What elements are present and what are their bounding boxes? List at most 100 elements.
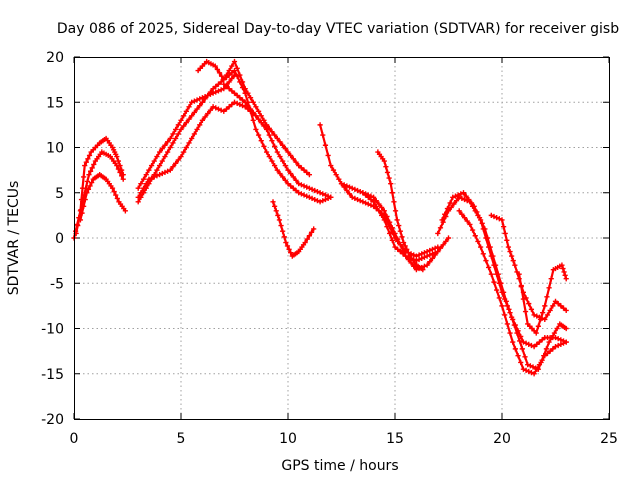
data-point-dense [181, 113, 187, 119]
data-point-dense [194, 97, 200, 103]
series-track-4 [135, 72, 238, 191]
data-point [264, 122, 270, 128]
data-point-dense [459, 195, 465, 202]
data-point-dense [247, 108, 254, 114]
data-point [516, 271, 522, 277]
data-point-dense [162, 169, 168, 175]
data-point-dense [304, 184, 310, 190]
data-point-dense [91, 161, 97, 168]
data-point [199, 95, 205, 101]
data-point-dense [314, 189, 321, 195]
data-point-dense [386, 175, 392, 181]
data-point-dense [162, 142, 168, 148]
data-point-dense [341, 182, 347, 188]
data-point [328, 194, 334, 200]
data-point [381, 217, 387, 223]
data-point [413, 267, 419, 273]
data-point-dense [154, 167, 160, 173]
data-point-dense [229, 101, 235, 108]
series-track-line [137, 101, 257, 199]
data-point-dense [273, 208, 279, 214]
data-point [210, 86, 216, 92]
data-point [317, 199, 323, 205]
y-tick-label: 5 [55, 186, 64, 202]
data-point-dense [352, 195, 358, 202]
data-point [157, 149, 163, 155]
data-point-dense [314, 198, 321, 204]
data-point-dense [389, 190, 395, 196]
data-point-dense [322, 192, 329, 198]
data-point-dense [309, 186, 315, 192]
data-point-dense [258, 138, 264, 144]
data-point-dense [534, 366, 540, 372]
x-tick-label: 15 [386, 431, 404, 447]
data-point-dense [269, 129, 275, 135]
data-point-dense [440, 242, 446, 248]
data-point-dense [237, 101, 243, 108]
data-point-dense [290, 174, 296, 180]
data-point [505, 244, 512, 250]
data-point-dense [266, 153, 272, 160]
data-point [317, 122, 323, 128]
data-point-dense [544, 350, 551, 356]
data-point [242, 90, 248, 96]
data-point [157, 163, 163, 169]
data-point [512, 262, 518, 268]
x-tick-label: 25 [600, 431, 618, 447]
series-track-17 [456, 208, 569, 377]
data-point-dense [509, 314, 515, 320]
data-point-dense [239, 97, 246, 103]
y-tick-label: -15 [41, 367, 64, 383]
data-point-dense [86, 152, 93, 159]
data-point [542, 353, 548, 359]
data-point-dense [250, 117, 256, 123]
data-point-dense [459, 211, 465, 217]
data-point-dense [183, 108, 189, 114]
data-point-dense [218, 79, 224, 85]
series-track-9 [242, 90, 334, 205]
data-point-dense [448, 204, 454, 211]
data-point [264, 126, 270, 132]
data-point [210, 104, 216, 110]
data-point-dense [207, 89, 214, 95]
data-point-dense [528, 370, 535, 376]
data-point-dense [519, 346, 525, 352]
data-point-dense [282, 163, 288, 169]
data-point-dense [140, 185, 147, 191]
data-point-dense [537, 316, 544, 323]
data-point-dense [159, 146, 165, 152]
data-point-dense [429, 255, 436, 261]
data-point-dense [207, 107, 214, 113]
data-point-dense [288, 170, 294, 177]
y-tick-label: -20 [41, 412, 64, 428]
data-point [424, 262, 430, 268]
data-point-dense [258, 120, 264, 126]
data-point-dense [352, 186, 358, 192]
data-point-dense [357, 198, 363, 204]
y-tick-label: 20 [46, 50, 64, 66]
data-point-dense [379, 212, 385, 218]
data-point-dense [288, 152, 294, 159]
data-point [157, 172, 163, 178]
data-point-dense [175, 157, 181, 163]
data-point-dense [527, 363, 533, 369]
data-point [371, 199, 377, 205]
data-point-dense [202, 114, 208, 120]
y-axis-label: SDTVAR / TECUs [6, 181, 22, 296]
series-track-line [137, 73, 236, 190]
y-tick-label: -10 [41, 322, 64, 338]
data-point [424, 248, 430, 255]
data-point-dense [85, 186, 92, 192]
data-point-dense [194, 106, 200, 112]
data-point-dense [442, 211, 448, 217]
data-point [445, 235, 452, 241]
data-point-dense [391, 199, 397, 205]
data-point-dense [261, 143, 267, 149]
data-point [77, 217, 84, 223]
data-point [420, 267, 426, 273]
data-point-dense [312, 196, 318, 203]
data-point [413, 253, 419, 259]
data-point [242, 86, 248, 92]
data-point [135, 194, 141, 200]
data-point-dense [81, 203, 87, 209]
